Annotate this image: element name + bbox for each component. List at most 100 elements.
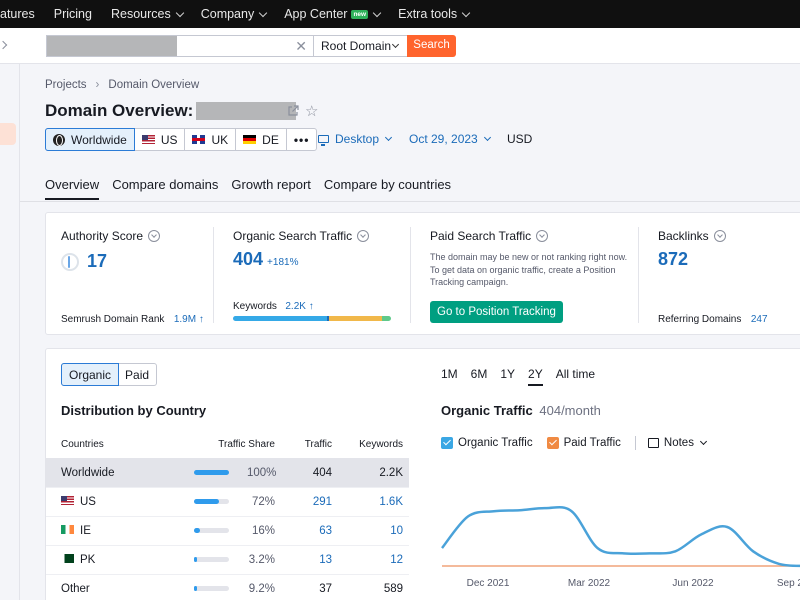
traffic-share-pct: 100%: [247, 466, 277, 479]
db-tab-worldwide[interactable]: Worldwide: [45, 128, 135, 151]
traffic-share-fill: [194, 499, 220, 504]
chevron-down-icon: [258, 8, 268, 17]
sidebar-collapse-area[interactable]: [0, 28, 20, 64]
star-icon[interactable]: ☆: [305, 103, 319, 120]
chevron-right-icon[interactable]: [0, 40, 8, 50]
external-link-icon[interactable]: [287, 105, 299, 117]
chevron-down-icon: [175, 8, 184, 17]
nav-item-pricing[interactable]: Pricing: [54, 7, 92, 21]
nav-item-atures[interactable]: atures: [0, 7, 35, 21]
table-row[interactable]: Worldwide 100% 404 2.2K: [46, 458, 409, 488]
keywords-cell[interactable]: 12: [338, 545, 409, 575]
country-name: Worldwide: [61, 466, 115, 479]
traffic-cell[interactable]: 291: [281, 487, 338, 517]
nav-item-company[interactable]: Company: [201, 7, 268, 21]
chevron-down-icon[interactable]: [699, 437, 707, 446]
db-tab-us[interactable]: US: [135, 129, 186, 150]
search-button[interactable]: Search: [407, 35, 456, 57]
backlinks-value[interactable]: 872: [658, 249, 689, 269]
go-to-position-tracking-button[interactable]: Go to Position Tracking: [430, 301, 563, 323]
col-header-traffic-share[interactable]: Traffic Share: [176, 431, 281, 459]
legend-paid-label[interactable]: Paid Traffic: [563, 437, 621, 449]
date-select[interactable]: Oct 29, 2023: [409, 132, 491, 146]
traffic-share-cell: 100%: [176, 458, 281, 488]
referring-domains-row: Referring Domains 247: [658, 309, 768, 327]
traffic-share-pct: 3.2%: [248, 553, 275, 566]
clear-icon[interactable]: ✕: [295, 38, 307, 54]
backlinks-row: 872: [658, 249, 798, 270]
period-2y[interactable]: 2Y: [528, 367, 543, 386]
scope-select[interactable]: Root Domain: [313, 35, 408, 57]
col-header-keywords[interactable]: Keywords: [338, 431, 409, 459]
distribution-and-traffic-card: Organic Paid Distribution by Country Cou…: [45, 348, 800, 600]
info-icon[interactable]: [713, 230, 726, 242]
organic-paid-toggle: Organic Paid: [61, 363, 158, 386]
chevron-right-icon: ›: [95, 79, 100, 91]
period-all-time[interactable]: All time: [555, 367, 596, 381]
table-row[interactable]: US 72% 291 1.6K: [46, 487, 409, 517]
keywords-cell[interactable]: 1.6K: [338, 487, 409, 517]
sidebar-active-indicator: [0, 123, 16, 145]
authority-score-value[interactable]: 17: [87, 251, 108, 271]
toggle-paid[interactable]: Paid: [125, 368, 150, 382]
period-6m[interactable]: 6M: [470, 367, 488, 381]
divider: [410, 227, 411, 323]
keywords-value[interactable]: 2.2K ↑: [285, 301, 314, 312]
organic-checkbox-icon[interactable]: [441, 437, 453, 449]
breadcrumb-projects[interactable]: Projects: [45, 79, 87, 91]
paid-traffic-description: The domain may be new or not ranking rig…: [430, 252, 628, 287]
table-row[interactable]: Other 9.2% 37 589: [46, 573, 409, 600]
us-flag-icon: [61, 495, 74, 505]
nav-item-resources[interactable]: Resources: [111, 7, 184, 21]
legend-divider: [634, 436, 636, 450]
more-databases-button[interactable]: •••: [293, 132, 310, 147]
tab-compare-domains[interactable]: Compare domains: [112, 177, 219, 192]
organic-traffic-value[interactable]: 404: [233, 249, 264, 269]
nav-item-extra-tools[interactable]: Extra tools: [398, 7, 471, 21]
authority-score-title: Authority Score: [61, 229, 211, 243]
keywords-cell[interactable]: 10: [338, 516, 409, 546]
keywords-label: Keywords: [233, 301, 277, 312]
nav-item-app-center[interactable]: App Center new: [284, 7, 382, 21]
x-tick-label: Mar 2022: [568, 578, 611, 589]
domain-rank-value[interactable]: 1.9M ↑: [173, 314, 204, 325]
referring-domains-value[interactable]: 247: [750, 314, 768, 325]
tab-compare-by-countries[interactable]: Compare by countries: [323, 177, 452, 192]
notes-label[interactable]: Notes: [663, 437, 694, 449]
traffic-cell[interactable]: 13: [281, 545, 338, 575]
notes-icon[interactable]: [647, 438, 659, 448]
info-icon[interactable]: [357, 230, 370, 242]
left-sidebar: [0, 28, 20, 600]
device-select[interactable]: Desktop: [318, 132, 393, 146]
tab-growth-report[interactable]: Growth report: [231, 177, 311, 192]
keyword-bar-segment: [233, 316, 327, 321]
col-header-traffic[interactable]: Traffic: [281, 431, 338, 459]
table-row[interactable]: IE 16% 63 10: [46, 516, 409, 546]
country-name: IE: [80, 524, 91, 537]
scope-select-value: Root Domain: [321, 39, 392, 53]
period-1m[interactable]: 1M: [441, 367, 458, 381]
traffic-cell[interactable]: 63: [281, 516, 338, 546]
db-tab-uk[interactable]: UK: [185, 129, 237, 150]
legend-organic-label[interactable]: Organic Traffic: [458, 437, 533, 449]
page-title-text: Domain Overview:: [45, 101, 194, 120]
traffic-share-bar: [194, 557, 229, 562]
table-row[interactable]: PK 3.2% 13 12: [46, 545, 409, 575]
db-tab-de[interactable]: DE: [236, 129, 287, 150]
redacted-domain-text: [47, 36, 177, 56]
info-icon[interactable]: [148, 230, 161, 242]
organic-traffic-change: +181%: [267, 257, 299, 268]
domain-search-input[interactable]: ✕: [46, 35, 314, 57]
organic-traffic-chart[interactable]: Dec 2021 Mar 2022 Jun 2022 Sep 2: [441, 484, 800, 596]
period-1y[interactable]: 1Y: [500, 367, 516, 381]
toggle-organic[interactable]: Organic: [61, 363, 120, 386]
tab-overview[interactable]: Overview: [45, 177, 100, 200]
paid-checkbox-icon[interactable]: [546, 437, 559, 449]
info-icon[interactable]: [536, 230, 549, 242]
keyword-bar-segment: [328, 316, 383, 321]
chart-subtitle: 404/month: [539, 403, 601, 418]
organic-traffic-widget: Organic Search Traffic 404 +181% Keyword…: [233, 213, 408, 336]
main-tabs: Overview Compare domains Growth report C…: [45, 177, 464, 200]
traffic-share-pct: 9.2%: [248, 582, 275, 595]
country-name: US: [80, 495, 96, 508]
